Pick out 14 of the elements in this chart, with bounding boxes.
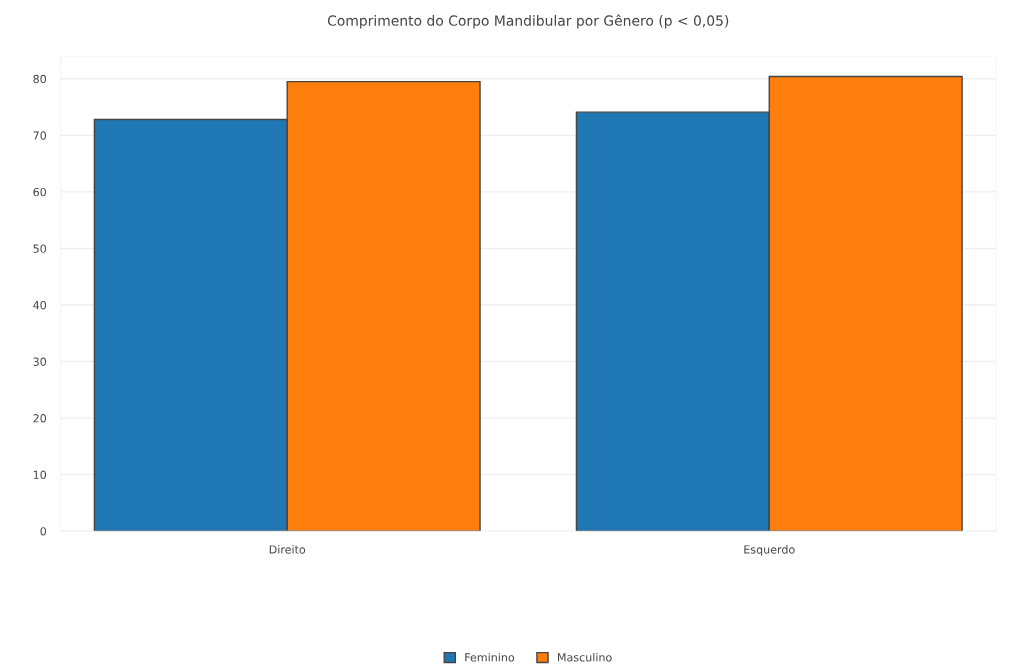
legend-label: Feminino xyxy=(465,652,515,662)
y-tick-label: 70 xyxy=(33,131,47,140)
legend-label: Masculino xyxy=(558,652,612,662)
y-tick-label: 50 xyxy=(33,244,47,253)
x-tick-label: Direito xyxy=(269,545,306,554)
chart-title: Comprimento do Corpo Mandibular por Gênero (p < 0,05) xyxy=(327,14,729,29)
y-tick-label: 30 xyxy=(33,357,47,366)
y-tick-label: 0 xyxy=(40,527,47,536)
y-tick-label: 60 xyxy=(33,187,47,197)
y-tick-label: 20 xyxy=(33,414,47,423)
y-tick-label: 10 xyxy=(33,470,47,480)
x-tick-label: Esquerdo xyxy=(744,545,795,556)
y-tick-label: 40 xyxy=(33,300,47,310)
y-tick-label: 80 xyxy=(33,74,47,84)
